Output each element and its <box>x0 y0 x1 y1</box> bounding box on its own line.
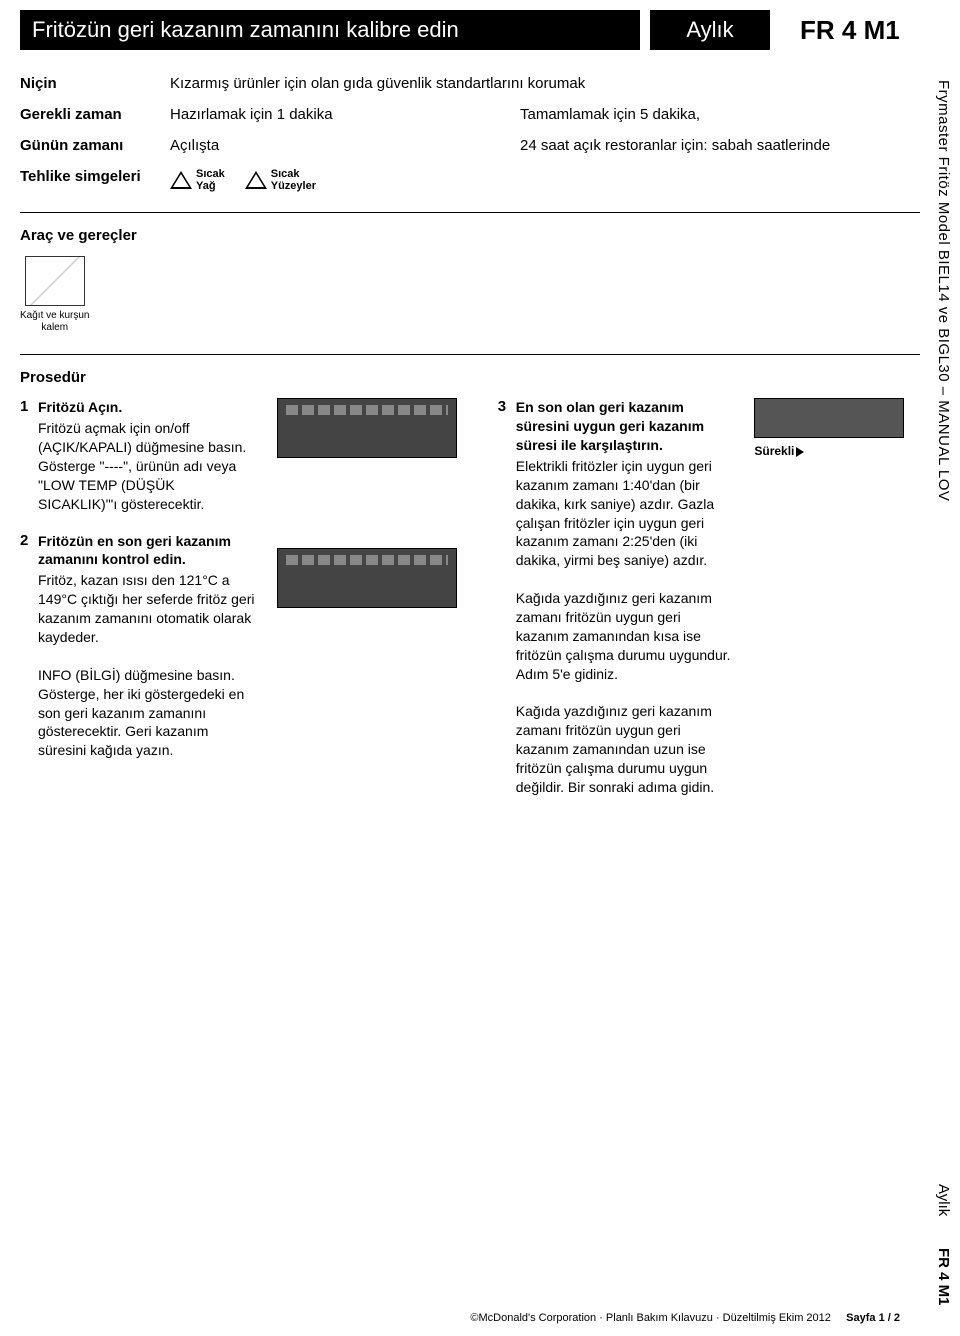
footer: ©McDonald's Corporation · Planlı Bakım K… <box>470 1312 900 1324</box>
step-3-title: En son olan geri kazanım süresini uygun … <box>516 398 735 455</box>
meta-time-val2: Tamamlamak için 5 dakika, <box>520 106 920 123</box>
meta-day-label: Günün zamanı <box>20 137 170 154</box>
procedure-heading: Prosedür <box>20 369 920 386</box>
header-title: Fritözün geri kazanım zamanını kalibre e… <box>20 10 640 50</box>
step-2-number: 2 <box>20 532 38 761</box>
column-4: Sürekli <box>754 398 920 458</box>
meta-why-value: Kızarmış ürünler için olan gıda güvenlik… <box>170 75 585 92</box>
step-3-p2: Kağıda yazdığınız geri kazanım zamanı fr… <box>516 590 731 682</box>
step-3-p3: Kağıda yazdığınız geri kazanım zamanı fr… <box>516 703 714 795</box>
control-panel-photo-2 <box>277 548 457 608</box>
step-2-body2: INFO (BİLGİ) düğmesine basın. Gösterge, … <box>38 667 244 759</box>
step-2-title: Fritözün en son geri kazanım zamanını ko… <box>38 532 257 570</box>
tool-paper-pencil: Kağıt ve kurşunkalem <box>20 256 89 334</box>
meta-why-label: Niçin <box>20 75 170 92</box>
hazard1-line2: Yağ <box>196 180 216 192</box>
meta-day-val1: Açılışta <box>170 137 520 154</box>
hazard-hot-oil: SıcakYağ <box>170 168 225 192</box>
meta-table: Niçin Kızarmış ürünler için olan gıda gü… <box>20 75 920 192</box>
column-3: 3 En son olan geri kazanım süresini uygu… <box>498 398 735 815</box>
rec-display-photo <box>754 398 904 438</box>
footer-copyright: ©McDonald's Corporation · Planlı Bakım K… <box>470 1312 831 1324</box>
step-1-number: 1 <box>20 398 38 513</box>
warning-triangle-icon <box>245 171 267 189</box>
meta-day-val2: 24 saat açık restoranlar için: sabah saa… <box>520 137 920 154</box>
step-1-body: Fritözü açmak için on/off (AÇIK/KAPALI) … <box>38 420 246 512</box>
tool1-line1: Kağıt ve kurşun <box>20 310 89 321</box>
step-3-p1: Elektrikli fritözler için uygun geri kaz… <box>516 458 714 568</box>
footer-page: Sayfa 1 / 2 <box>846 1312 900 1324</box>
meta-hazard-label: Tehlike simgeleri <box>20 168 170 192</box>
step-1-title: Fritözü Açın. <box>38 398 257 417</box>
header-frequency: Aylık <box>650 10 770 50</box>
hazard1-line1: Sıcak <box>196 168 225 180</box>
meta-time-label: Gerekli zaman <box>20 106 170 123</box>
divider <box>20 212 920 213</box>
tools-heading: Araç ve gereçler <box>20 227 920 244</box>
play-icon <box>796 447 804 457</box>
warning-triangle-icon <box>170 171 192 189</box>
header-bar: Fritözün geri kazanım zamanını kalibre e… <box>20 10 920 50</box>
control-panel-photo-1 <box>277 398 457 458</box>
header-code: FR 4 M1 <box>770 10 920 50</box>
divider <box>20 354 920 355</box>
step-2-body: Fritöz, kazan ısısı den 121°C a 149°C çı… <box>38 572 254 645</box>
tool1-line2: kalem <box>41 322 68 333</box>
continuous-label: Sürekli <box>754 444 920 458</box>
hazard2-line1: Sıcak <box>271 168 300 180</box>
hazard-hot-surface: SıcakYüzeyler <box>245 168 316 192</box>
sidebar-code: FR 4 M1 <box>935 1248 952 1306</box>
meta-time-val1: Hazırlamak için 1 dakika <box>170 106 520 123</box>
step-3-number: 3 <box>498 398 516 797</box>
continuous-text: Sürekli <box>754 444 794 458</box>
sidebar-model: Frymaster Fritöz Model BIEL14 ve BIGL30 … <box>935 80 952 501</box>
column-2 <box>277 398 478 628</box>
hazard2-line2: Yüzeyler <box>271 180 316 192</box>
paper-pencil-icon <box>25 256 85 306</box>
column-1: 1 Fritözü Açın. Fritözü açmak için on/of… <box>20 398 257 778</box>
sidebar-frequency: Aylık <box>935 1184 952 1216</box>
